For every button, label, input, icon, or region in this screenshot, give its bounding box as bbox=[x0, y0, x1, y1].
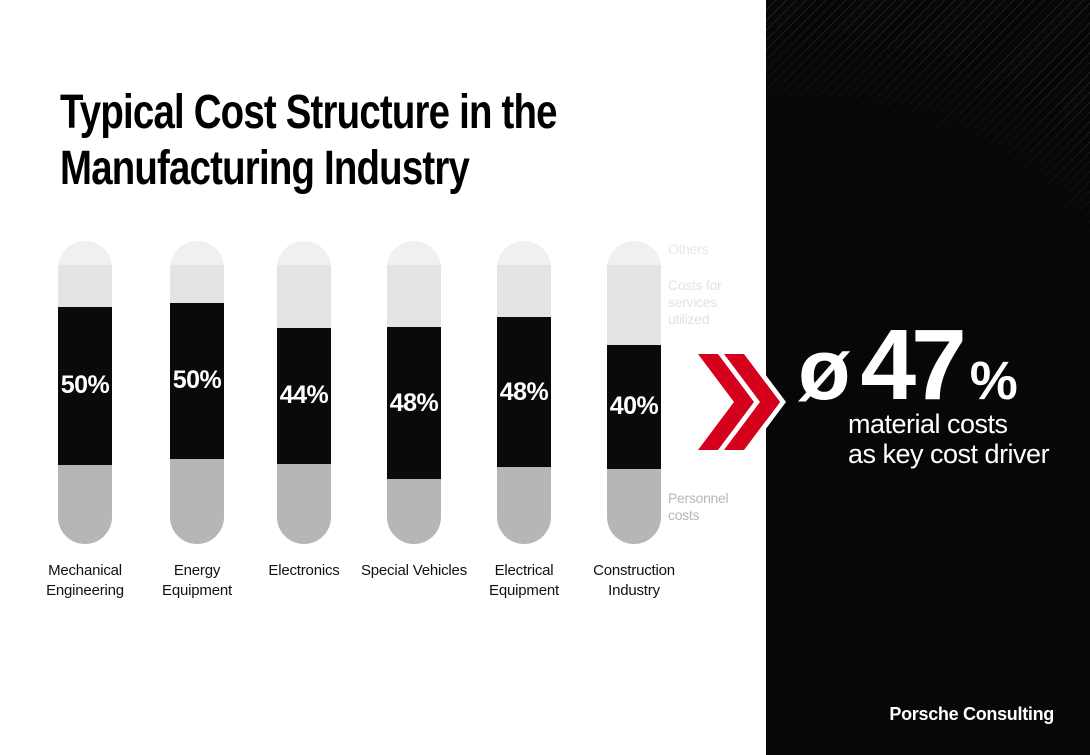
segment-personnel bbox=[607, 468, 661, 544]
segment-material: 40% bbox=[607, 344, 661, 469]
bar-6: 40% bbox=[607, 241, 661, 544]
segment-services bbox=[607, 264, 661, 345]
segment-personnel bbox=[277, 463, 331, 544]
segment-services bbox=[58, 264, 112, 308]
material-pct-label: 40% bbox=[609, 392, 659, 421]
category-label: Energy Equipment bbox=[162, 562, 232, 599]
material-pct-label: 50% bbox=[60, 371, 110, 400]
segment-personnel bbox=[387, 479, 441, 544]
right-panel: ø 47 % material costs as key cost driver… bbox=[766, 0, 1090, 755]
legend-personnel: Personnel costs bbox=[668, 490, 729, 523]
segment-others bbox=[497, 241, 551, 265]
segment-services bbox=[497, 264, 551, 318]
material-pct-label: 50% bbox=[172, 366, 222, 395]
bar-5: 48% bbox=[497, 241, 551, 544]
category-label: Special Vehicles bbox=[360, 562, 468, 579]
bar-2: 50% bbox=[170, 241, 224, 544]
material-pct-label: 44% bbox=[279, 381, 329, 410]
segment-material: 48% bbox=[497, 317, 551, 468]
page-title: Typical Cost Structure in the Manufacturi… bbox=[60, 85, 557, 197]
material-pct-label: 48% bbox=[499, 377, 549, 406]
segment-others bbox=[58, 241, 112, 265]
segment-material: 50% bbox=[170, 302, 224, 459]
segment-services bbox=[277, 264, 331, 328]
segment-others bbox=[277, 241, 331, 265]
segment-services bbox=[170, 264, 224, 303]
bar-4: 48% bbox=[387, 241, 441, 544]
key-figure-caption: material costs as key cost driver bbox=[848, 409, 1050, 469]
bar-1: 50% bbox=[58, 241, 112, 544]
segment-others bbox=[607, 241, 661, 265]
caption-line-1: material costs bbox=[848, 409, 1008, 439]
segment-services bbox=[387, 264, 441, 328]
category-label: Mechanical Engineering bbox=[46, 562, 124, 599]
segment-personnel bbox=[497, 467, 551, 544]
double-chevron-icon bbox=[698, 354, 786, 450]
material-pct-label: 48% bbox=[389, 388, 439, 417]
title-line-2: Manufacturing Industry bbox=[60, 142, 470, 195]
legend-others: Others bbox=[668, 241, 709, 257]
title-line-1: Typical Cost Structure in the bbox=[60, 86, 557, 139]
average-value: 47 bbox=[860, 309, 967, 421]
legend-services: Costs for services utilized bbox=[668, 277, 722, 327]
bar-3: 44% bbox=[277, 241, 331, 544]
average-symbol: ø bbox=[798, 322, 851, 418]
brand-logo: Porsche Consulting bbox=[889, 704, 1054, 724]
segment-personnel bbox=[170, 458, 224, 544]
category-label: Electronics bbox=[268, 562, 340, 579]
category-label: Construction Industry bbox=[593, 562, 675, 599]
segment-material: 48% bbox=[387, 327, 441, 480]
segment-material: 50% bbox=[58, 307, 112, 465]
percent-sign: % bbox=[969, 351, 1018, 411]
category-label: Electrical Equipment bbox=[489, 562, 559, 599]
caption-line-2: as key cost driver bbox=[848, 439, 1050, 469]
segment-others bbox=[387, 241, 441, 265]
segment-material: 44% bbox=[277, 327, 331, 464]
segment-personnel bbox=[58, 464, 112, 544]
segment-others bbox=[170, 241, 224, 265]
key-figure: ø 47 % bbox=[798, 315, 1018, 415]
bar-chart: 50% Mechanical Engineering 50% Energy Equip… bbox=[46, 241, 675, 599]
